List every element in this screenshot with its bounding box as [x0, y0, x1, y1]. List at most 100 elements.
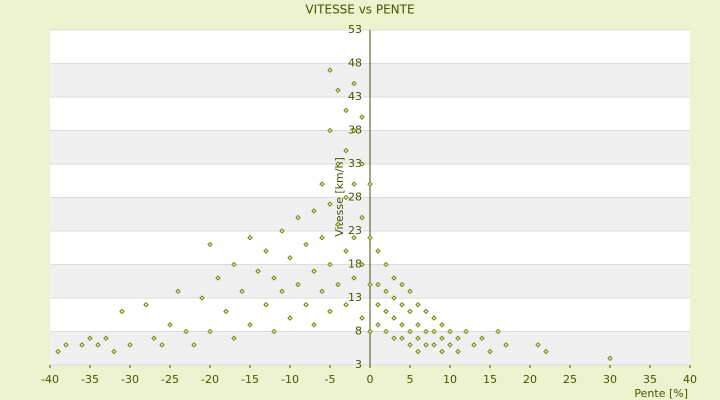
point	[455, 348, 461, 355]
point	[319, 288, 325, 294]
point	[359, 114, 365, 120]
x-tick-label: 20	[523, 373, 537, 386]
x-tick-label: -15	[241, 373, 259, 386]
point	[383, 308, 389, 315]
point	[343, 248, 349, 254]
point	[375, 281, 381, 288]
point	[295, 281, 301, 288]
y-tick-label: 8	[355, 325, 362, 338]
point	[407, 328, 413, 335]
x-tick-label: -20	[201, 373, 219, 386]
chart-title: VITESSE vs PENTE	[305, 3, 414, 17]
point	[415, 322, 421, 328]
point	[143, 302, 149, 308]
point	[439, 335, 445, 341]
point	[383, 328, 389, 335]
point	[391, 275, 397, 281]
point	[383, 288, 389, 294]
point	[367, 328, 373, 335]
point	[343, 107, 349, 114]
point	[447, 328, 453, 335]
point	[63, 342, 69, 348]
y-tick-label: 3	[355, 358, 362, 371]
point	[335, 221, 341, 227]
point	[375, 322, 381, 328]
point	[423, 308, 429, 315]
y-tick-label: 13	[348, 291, 362, 304]
y-axis-label: Vitesse [km/h]	[333, 157, 346, 237]
point	[327, 67, 333, 73]
point	[223, 308, 229, 315]
point	[375, 248, 381, 254]
plot-area	[50, 29, 690, 366]
x-tick-label: 25	[563, 373, 577, 386]
point	[279, 288, 285, 294]
point	[367, 181, 373, 187]
x-tick-label: -40	[41, 373, 59, 386]
y-tick-label: 53	[348, 23, 362, 36]
x-tick-label: 5	[407, 373, 414, 386]
point	[367, 281, 373, 288]
point	[415, 335, 421, 341]
point	[151, 335, 157, 341]
point	[455, 335, 461, 341]
x-tick-label: 0	[367, 373, 374, 386]
point	[207, 241, 213, 248]
point	[175, 288, 181, 294]
point	[303, 241, 309, 248]
point	[351, 235, 357, 241]
point	[431, 315, 437, 321]
point	[439, 322, 445, 328]
x-tick-label: -5	[325, 373, 336, 386]
point	[311, 208, 317, 214]
point	[487, 348, 493, 355]
point	[159, 342, 165, 348]
point	[423, 342, 429, 348]
point	[327, 261, 333, 268]
point	[535, 342, 541, 348]
point	[183, 328, 189, 335]
point	[327, 201, 333, 207]
point	[287, 315, 293, 321]
point	[215, 275, 221, 281]
point	[231, 335, 237, 341]
x-tick-label: -30	[121, 373, 139, 386]
point	[343, 194, 349, 201]
point	[447, 342, 453, 348]
point	[119, 308, 125, 315]
point	[503, 342, 509, 348]
y-tick-label: 48	[348, 57, 362, 70]
point	[311, 322, 317, 328]
point	[407, 288, 413, 294]
point	[311, 268, 317, 274]
point	[407, 342, 413, 348]
point	[415, 302, 421, 308]
point	[407, 308, 413, 315]
point	[239, 288, 245, 294]
point	[479, 335, 485, 341]
point	[415, 348, 421, 355]
point	[351, 181, 357, 187]
point	[399, 302, 405, 308]
point	[351, 275, 357, 281]
point	[263, 248, 269, 254]
point	[79, 342, 85, 348]
point	[359, 161, 365, 167]
point	[199, 295, 205, 301]
x-tick-label: -10	[281, 373, 299, 386]
x-tick-label: 30	[603, 373, 617, 386]
point	[391, 335, 397, 341]
point	[391, 315, 397, 321]
point	[399, 281, 405, 288]
x-tick-label: 40	[683, 373, 697, 386]
point	[367, 235, 373, 241]
point	[439, 348, 445, 355]
point	[391, 295, 397, 301]
point	[271, 275, 277, 281]
point	[543, 348, 549, 355]
point	[471, 342, 477, 348]
y-tick-label: 33	[348, 157, 362, 170]
point	[375, 302, 381, 308]
point	[191, 342, 197, 348]
